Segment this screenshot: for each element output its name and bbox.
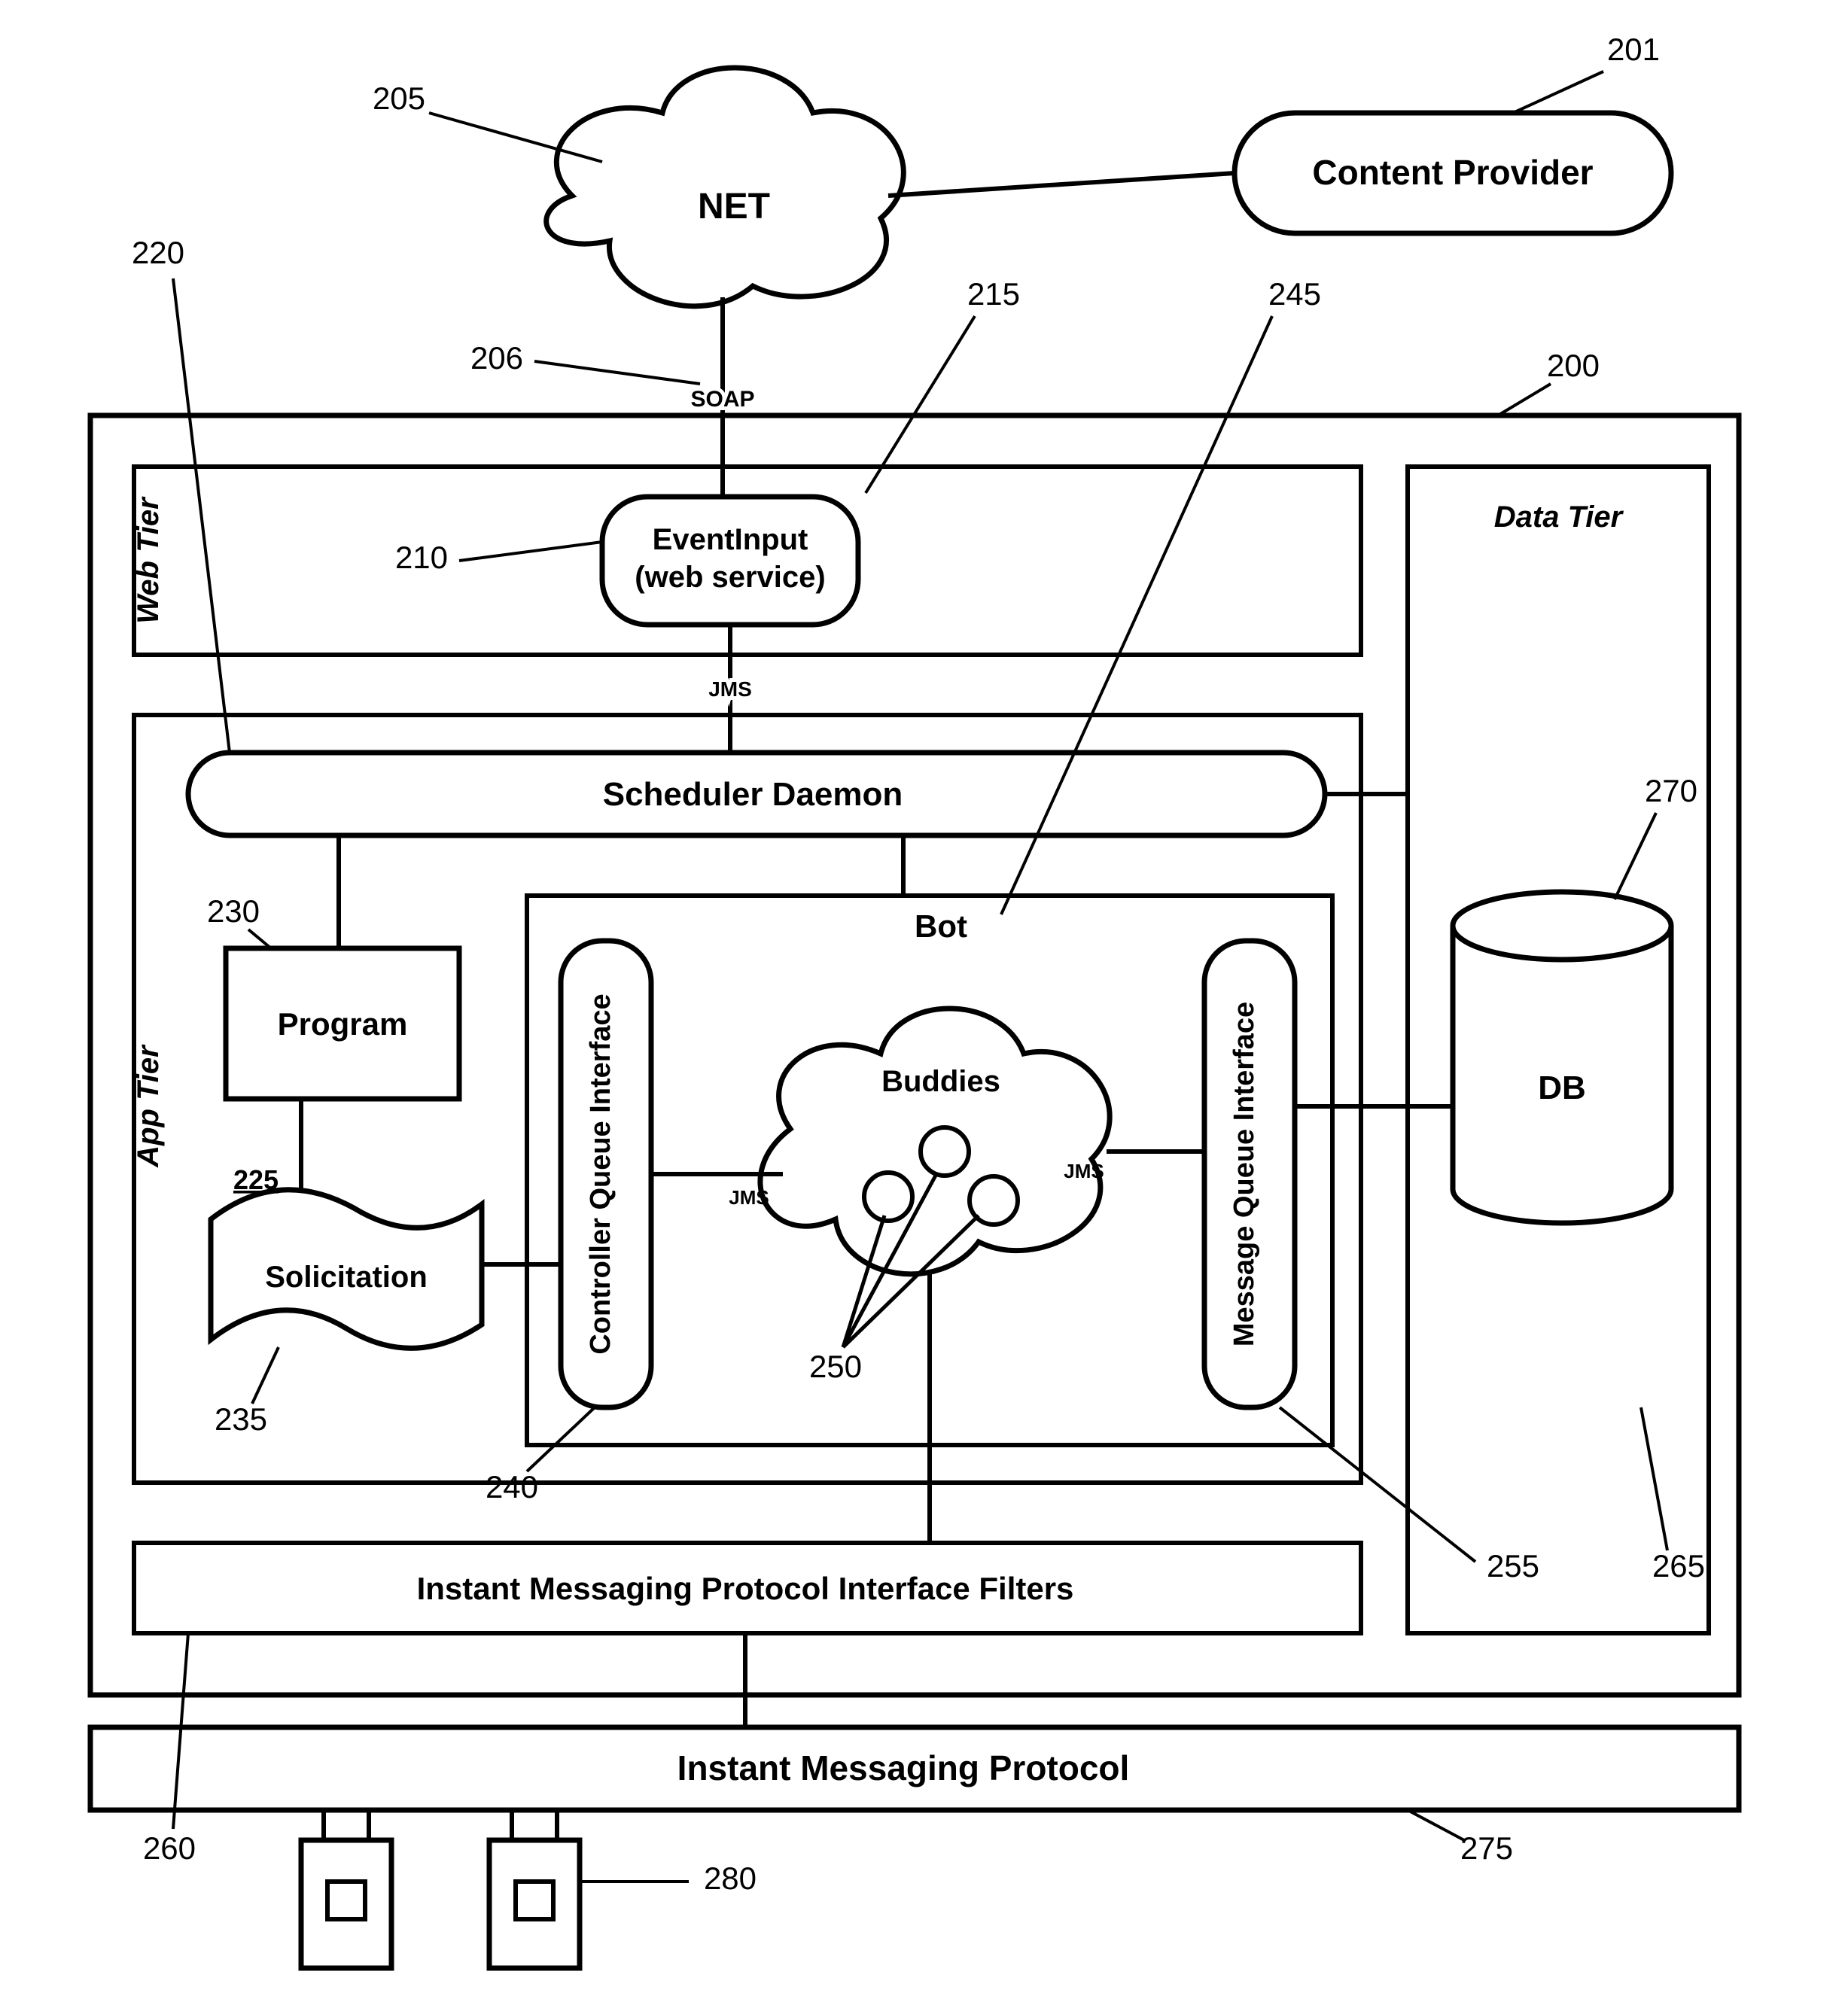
ref-245: 245 xyxy=(1268,276,1321,312)
architecture-diagram: Web Tier App Tier Data Tier NET Content … xyxy=(0,0,1848,2005)
db-cylinder: DB xyxy=(1453,892,1671,1223)
event-input-l1: EventInput xyxy=(653,523,808,556)
bot-label: Bot xyxy=(915,908,967,944)
ref-205: 205 xyxy=(373,81,425,116)
imp-label: Instant Messaging Protocol xyxy=(677,1748,1130,1787)
device-1 xyxy=(301,1810,391,1968)
ref-275: 275 xyxy=(1460,1830,1513,1866)
net-label: NET xyxy=(698,187,770,227)
device-2 xyxy=(489,1810,580,1968)
ref-250: 250 xyxy=(809,1349,862,1384)
ref-220: 220 xyxy=(132,235,184,270)
net-cloud: NET xyxy=(546,68,904,306)
app-tier-label: App Tier xyxy=(132,1044,165,1168)
ref-201: 201 xyxy=(1607,32,1660,67)
event-input-l2: (web service) xyxy=(635,561,825,594)
ref-210: 210 xyxy=(395,540,448,575)
ref-235: 235 xyxy=(215,1401,267,1437)
ref-280: 280 xyxy=(704,1860,757,1896)
ref-270: 270 xyxy=(1645,773,1697,808)
ref-225: 225 xyxy=(233,1164,279,1195)
program-label: Program xyxy=(278,1006,408,1042)
ref-206: 206 xyxy=(470,340,523,376)
ref-230: 230 xyxy=(207,893,260,929)
content-provider-label: Content Provider xyxy=(1312,153,1593,192)
cqi-label: Controller Queue Interface xyxy=(585,993,617,1354)
db-label: DB xyxy=(1538,1069,1586,1106)
ref-265: 265 xyxy=(1652,1548,1705,1584)
jms-label-1: JMS xyxy=(708,677,752,701)
ref-240: 240 xyxy=(486,1469,538,1505)
web-tier-label: Web Tier xyxy=(132,496,165,624)
jms-label-3: JMS xyxy=(1064,1160,1104,1182)
jms-label-2: JMS xyxy=(729,1186,769,1209)
ref-215: 215 xyxy=(967,276,1020,312)
impif-label: Instant Messaging Protocol Interface Fil… xyxy=(417,1571,1074,1606)
buddies-cloud: Buddies xyxy=(760,1009,1110,1347)
soap-label: SOAP xyxy=(690,387,754,412)
ref-255: 255 xyxy=(1487,1548,1539,1584)
buddies-label: Buddies xyxy=(881,1065,1000,1098)
conn-net-cp xyxy=(888,173,1235,196)
ref-200: 200 xyxy=(1547,348,1600,383)
solicitation-label: Solicitation xyxy=(265,1261,428,1294)
data-tier-label: Data Tier xyxy=(1494,500,1624,534)
ref-260: 260 xyxy=(143,1830,196,1866)
mqi-label: Message Queue Interface xyxy=(1228,1002,1260,1346)
scheduler-label: Scheduler Daemon xyxy=(603,776,903,813)
